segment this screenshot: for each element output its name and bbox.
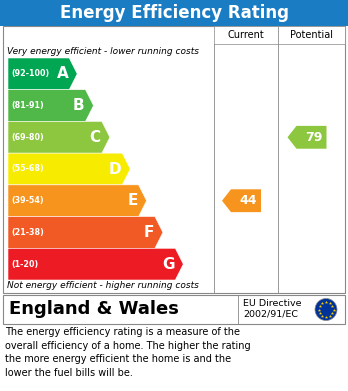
Bar xyxy=(3,295,345,324)
Text: EU Directive
2002/91/EC: EU Directive 2002/91/EC xyxy=(243,299,301,318)
Text: G: G xyxy=(162,256,174,272)
Text: E: E xyxy=(127,193,137,208)
Text: 79: 79 xyxy=(305,131,322,144)
Text: Current: Current xyxy=(228,30,264,40)
Text: (81-91): (81-91) xyxy=(11,101,44,110)
Polygon shape xyxy=(222,189,261,212)
Text: (39-54): (39-54) xyxy=(11,196,44,205)
Text: (92-100): (92-100) xyxy=(11,69,49,78)
Bar xyxy=(278,26,345,44)
Polygon shape xyxy=(8,58,77,90)
Text: D: D xyxy=(109,161,121,176)
Text: Energy Efficiency Rating: Energy Efficiency Rating xyxy=(60,4,288,22)
Polygon shape xyxy=(287,126,326,149)
Text: (69-80): (69-80) xyxy=(11,133,44,142)
Text: (21-38): (21-38) xyxy=(11,228,44,237)
Text: Potential: Potential xyxy=(290,30,333,40)
Polygon shape xyxy=(8,185,147,217)
Text: A: A xyxy=(56,66,68,81)
Circle shape xyxy=(315,298,337,321)
Text: Not energy efficient - higher running costs: Not energy efficient - higher running co… xyxy=(7,281,199,290)
Text: Very energy efficient - lower running costs: Very energy efficient - lower running co… xyxy=(7,47,199,56)
Bar xyxy=(0,0,348,26)
Text: 44: 44 xyxy=(239,194,257,207)
Text: C: C xyxy=(90,130,101,145)
Bar xyxy=(3,26,345,293)
Text: The energy efficiency rating is a measure of the
overall efficiency of a home. T: The energy efficiency rating is a measur… xyxy=(5,327,251,378)
Polygon shape xyxy=(8,217,163,248)
Text: England & Wales: England & Wales xyxy=(9,301,179,319)
Polygon shape xyxy=(8,248,183,280)
Polygon shape xyxy=(8,122,110,153)
Text: (1-20): (1-20) xyxy=(11,260,38,269)
Text: F: F xyxy=(143,225,154,240)
Polygon shape xyxy=(8,90,94,122)
Bar xyxy=(214,26,278,44)
Text: B: B xyxy=(73,98,85,113)
Text: (55-68): (55-68) xyxy=(11,165,44,174)
Polygon shape xyxy=(8,153,130,185)
